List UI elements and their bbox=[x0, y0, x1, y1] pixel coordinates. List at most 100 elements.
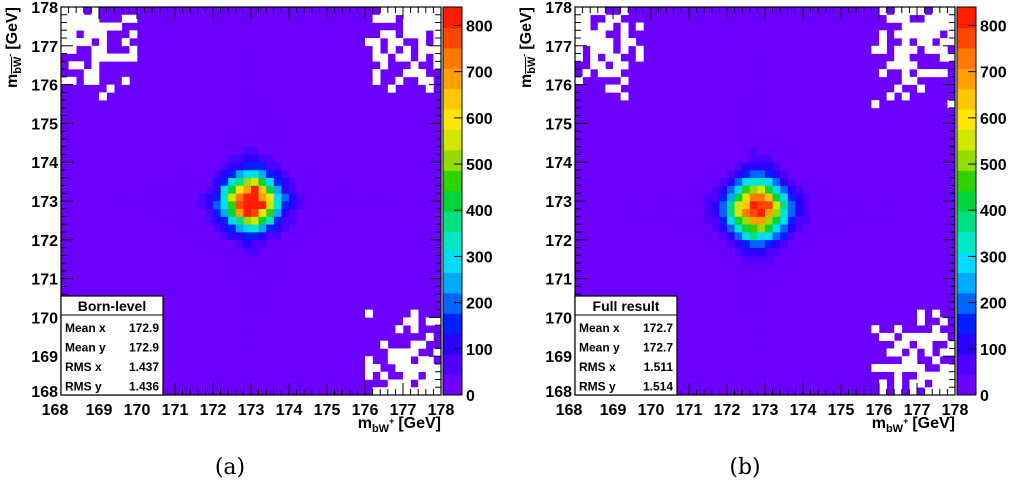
heatmap-cell bbox=[749, 115, 758, 124]
heatmap-cell bbox=[228, 232, 237, 241]
heatmap-cell bbox=[696, 201, 705, 210]
heatmap-cell bbox=[251, 255, 259, 264]
heatmap-cell bbox=[863, 208, 872, 217]
heatmap-cell bbox=[765, 270, 773, 279]
heatmap-cell bbox=[251, 348, 259, 357]
heatmap-cell bbox=[825, 185, 834, 194]
heatmap-cell bbox=[825, 216, 834, 225]
heatmap-cell-empty bbox=[924, 30, 933, 39]
heatmap-cell bbox=[251, 131, 259, 140]
heatmap-cell bbox=[765, 115, 773, 124]
heatmap-cell bbox=[742, 208, 751, 217]
heatmap-cell bbox=[197, 193, 206, 202]
heatmap-cell bbox=[757, 185, 766, 194]
heatmap-cell-empty bbox=[418, 76, 427, 85]
heatmap-cell bbox=[159, 193, 168, 202]
stats-box-frame bbox=[60, 295, 164, 396]
color-scale-label: 200 bbox=[980, 296, 1007, 313]
heatmap-cell bbox=[220, 216, 229, 225]
heatmap-cell-empty bbox=[917, 340, 925, 349]
heatmap-cell bbox=[228, 131, 237, 140]
heatmap-cell bbox=[258, 169, 267, 179]
heatmap-cell bbox=[251, 53, 259, 62]
heatmap-cell bbox=[251, 115, 259, 124]
heatmap-cell-empty bbox=[879, 30, 887, 39]
heatmap-cell-empty bbox=[106, 53, 115, 62]
heatmap-cell bbox=[281, 146, 290, 155]
color-scale-band bbox=[443, 68, 462, 90]
heatmap-cell bbox=[704, 232, 713, 241]
heatmap-cell bbox=[251, 224, 259, 233]
heatmap-cell bbox=[727, 208, 735, 217]
heatmap-cell bbox=[220, 177, 229, 186]
heatmap-cell bbox=[841, 216, 849, 225]
heatmap-cell-empty bbox=[901, 356, 910, 365]
heatmap-cell bbox=[197, 162, 206, 171]
heatmap-cell-empty bbox=[917, 332, 925, 341]
heatmap-cell bbox=[319, 193, 328, 202]
heatmap-cell bbox=[243, 76, 252, 85]
heatmap-cell bbox=[304, 216, 313, 225]
heatmap-cell bbox=[258, 301, 267, 310]
heatmap-cell bbox=[380, 201, 389, 210]
heatmap-cell bbox=[106, 193, 115, 202]
heatmap-cell bbox=[727, 185, 735, 194]
heatmap-panel-b: 168 169 170 171 172 173 174 175 176 177 178 168 169 1… bbox=[518, 0, 1007, 480]
heatmap-cell-empty bbox=[886, 61, 895, 70]
y-tick-label: 174 bbox=[31, 155, 58, 172]
heatmap-cell-empty bbox=[932, 356, 941, 365]
heatmap-cell bbox=[289, 201, 297, 210]
heatmap-cell bbox=[213, 162, 221, 171]
heatmap-cell bbox=[727, 177, 735, 186]
heatmap-cell bbox=[311, 216, 320, 225]
heatmap-cell bbox=[727, 146, 735, 155]
y-tick-label: 169 bbox=[31, 349, 58, 366]
heatmap-cell-empty bbox=[114, 53, 123, 62]
heatmap-cell bbox=[243, 270, 252, 279]
heatmap-cell bbox=[243, 247, 252, 256]
stats-row-value: 1.436 bbox=[129, 380, 159, 394]
heatmap-cell bbox=[144, 201, 153, 210]
heatmap-cell-empty bbox=[582, 38, 591, 47]
heatmap-cell bbox=[757, 138, 766, 147]
heatmap-cell bbox=[757, 232, 766, 241]
heatmap-cell-empty bbox=[939, 69, 948, 78]
heatmap-cell-empty bbox=[395, 7, 404, 16]
heatmap-cell-empty bbox=[613, 53, 621, 62]
heatmap-cell bbox=[251, 162, 259, 171]
color-scale-band bbox=[443, 272, 462, 294]
heatmap-cell bbox=[757, 317, 766, 326]
x-axis-label-sub: bW bbox=[886, 423, 904, 435]
heatmap-cell-empty bbox=[939, 317, 948, 326]
heatmap-cell-empty bbox=[380, 387, 389, 396]
heatmap-cell bbox=[825, 201, 834, 210]
heatmap-cell bbox=[727, 255, 735, 264]
heatmap-cell bbox=[727, 232, 735, 241]
heatmap-cell bbox=[841, 208, 849, 217]
heatmap-cell-empty bbox=[372, 363, 381, 373]
heatmap-cell bbox=[742, 100, 751, 109]
heatmap-cell-empty bbox=[917, 371, 925, 380]
heatmap-cell bbox=[167, 193, 176, 202]
heatmap-cell bbox=[787, 193, 796, 202]
heatmap-cell bbox=[696, 185, 705, 194]
heatmap-cell bbox=[749, 286, 758, 295]
heatmap-cell-empty bbox=[387, 356, 396, 365]
heatmap-cell bbox=[727, 263, 735, 272]
heatmap-cell bbox=[251, 332, 259, 341]
heatmap-cell bbox=[152, 208, 161, 217]
heatmap-cell-empty bbox=[582, 7, 591, 16]
heatmap-cell bbox=[220, 201, 229, 210]
heatmap-cell bbox=[749, 278, 758, 287]
heatmap-cell-empty bbox=[939, 22, 948, 31]
heatmap-cell bbox=[734, 232, 743, 241]
heatmap-cell bbox=[327, 193, 335, 202]
heatmap-cell-empty bbox=[894, 363, 903, 373]
heatmap-cell bbox=[327, 185, 335, 194]
heatmap-cell bbox=[243, 131, 252, 140]
heatmap-cell-empty bbox=[590, 7, 599, 16]
heatmap-cell bbox=[765, 162, 773, 171]
color-scale-band bbox=[957, 231, 976, 253]
heatmap-cell bbox=[266, 224, 275, 233]
